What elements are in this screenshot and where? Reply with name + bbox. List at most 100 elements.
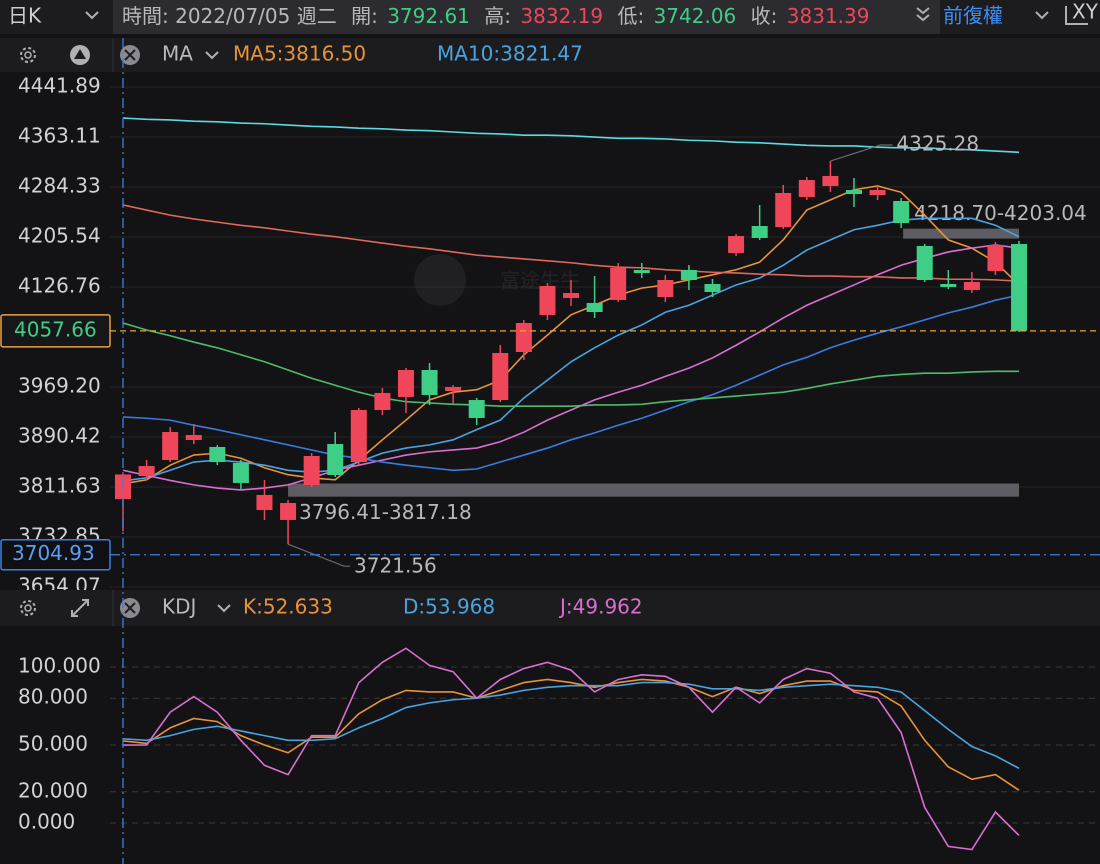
candle-body [303, 455, 320, 486]
candle-body [515, 322, 532, 352]
adjust-selector[interactable]: 前復權 [943, 4, 1003, 28]
candle-body [327, 444, 344, 475]
candle-body [798, 179, 815, 197]
collapse-panel-arrow[interactable] [74, 49, 86, 59]
candle-body [822, 175, 839, 187]
candle-body [987, 244, 1004, 271]
legend-entry: K:52.633 [243, 595, 333, 619]
settings-icon-core[interactable] [24, 604, 32, 612]
candle-body [209, 446, 226, 463]
kdj-axis: 100.000 80.000 50.000 20.000 0.000 [18, 653, 101, 833]
low-label: 3721.56 [354, 554, 437, 578]
low-label: 低: [617, 4, 644, 28]
info-bar [113, 0, 940, 34]
high-label: 4325.28 [896, 132, 979, 156]
y-tick-label: 80.000 [18, 685, 88, 709]
main-plot: 富途牛牛3796.41-3817.184218.70-4203.044325.2… [110, 86, 1100, 588]
ma-header-bg [0, 38, 1100, 72]
watermark-logo [414, 254, 466, 306]
candle-body [586, 302, 603, 312]
y-tick-label: 3811.63 [18, 474, 101, 498]
indicator-chevron[interactable] [217, 604, 231, 613]
kdj-header: KDJ K:52.633 D:53.968 J:49.962 [0, 590, 1100, 626]
settings-icon-core[interactable] [24, 51, 32, 59]
candle-body [280, 503, 297, 520]
period-chevron[interactable] [85, 11, 99, 20]
y-tick-label: 3969.20 [18, 374, 101, 398]
open-label: 開: [351, 4, 378, 28]
settings-icon[interactable] [20, 47, 36, 63]
indicator-name[interactable]: KDJ [162, 595, 196, 619]
legend-entry: MA5:3816.50 [233, 42, 366, 66]
toolbar: 日K 時間: 2022/07/05 週二 開: 3792.61 高: 3832.… [0, 0, 1100, 34]
ma-header: MA MA5:3816.50 MA10:3821.47 [0, 38, 1100, 72]
candle-body [869, 190, 886, 196]
candle-body [232, 462, 249, 483]
y-tick-label: 4284.33 [18, 174, 101, 198]
crosshair-label: 3704.93 [12, 541, 95, 565]
candle-body [397, 370, 414, 397]
candle-body [350, 409, 367, 463]
candle-body [256, 494, 273, 511]
expand-icon[interactable] [71, 599, 89, 617]
candle-body [1011, 244, 1028, 331]
current-price-box [0, 314, 111, 348]
axis-toggle-icon[interactable] [1065, 6, 1088, 25]
candle-body [963, 281, 980, 290]
indicator-line [122, 185, 1020, 485]
indicator-line [122, 117, 1020, 154]
indicator-line [122, 294, 1020, 472]
open-value: 3792.61 [387, 4, 470, 28]
candle-body [633, 269, 650, 274]
indicator-line [122, 322, 1020, 407]
collapse-icon[interactable] [916, 7, 930, 15]
price-band [288, 483, 1020, 497]
candle-body [445, 387, 462, 392]
high-leader [830, 144, 893, 162]
candle-body [421, 370, 438, 396]
adjust-chevron[interactable] [1035, 11, 1049, 20]
candle-body [775, 192, 792, 228]
close-label: 收: [751, 4, 778, 28]
candle-body [893, 200, 910, 224]
candle-body [185, 434, 202, 441]
remove-ma-cross[interactable] [124, 49, 136, 61]
candle-body [704, 284, 721, 292]
y-tick-label: 4441.89 [18, 74, 101, 98]
high-label: 高: [484, 4, 511, 28]
current-price-label: 4057.66 [14, 317, 97, 341]
candle-body [751, 225, 768, 238]
settings-icon[interactable] [20, 600, 36, 616]
indicator-line [122, 217, 1020, 482]
low-value: 3742.06 [654, 4, 737, 28]
candle-body [845, 190, 862, 195]
price-band [903, 228, 1020, 239]
indicator-name[interactable]: MA [162, 42, 193, 66]
indicator-chevron[interactable] [205, 51, 219, 60]
candle-body [657, 280, 674, 298]
candle-body [539, 285, 556, 315]
candle-body [138, 466, 155, 476]
y-tick-label: 100.000 [18, 653, 101, 677]
kdj-header-bg [0, 590, 1100, 626]
candle-body [728, 236, 745, 254]
candle-body [940, 284, 957, 287]
candle-body [916, 245, 933, 281]
high-value: 3832.19 [520, 4, 603, 28]
legend-entry: J:49.962 [558, 595, 643, 619]
band-label: 4218.70-4203.04 [914, 201, 1087, 225]
remove-kdj-cross[interactable] [124, 602, 136, 614]
candle-body [162, 432, 179, 460]
y-tick-label: 50.000 [18, 731, 88, 755]
legend-entry: D:53.968 [403, 595, 495, 619]
indicator-line [122, 678, 1020, 791]
collapse-icon-2[interactable] [916, 14, 930, 22]
axis-toggle[interactable]: XY [1072, 0, 1099, 24]
candle-body [374, 392, 391, 410]
period-selector[interactable]: 日K [8, 4, 42, 28]
y-tick-label: 4363.11 [18, 124, 101, 148]
indicator-line [122, 681, 1020, 770]
indicator-line [122, 647, 1020, 851]
